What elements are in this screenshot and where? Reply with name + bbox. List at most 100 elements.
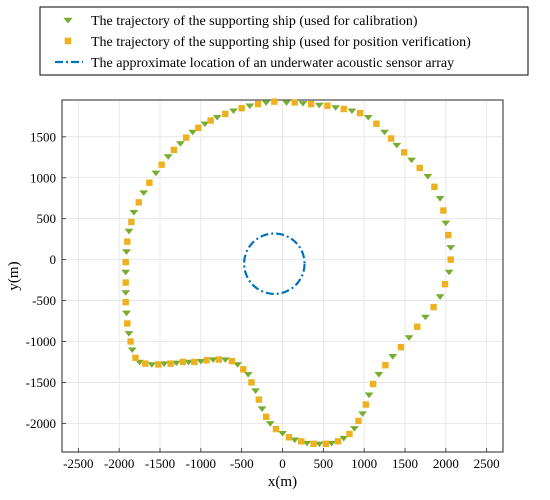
- x-tick-label: 2500: [474, 456, 500, 471]
- verification-point: [122, 298, 129, 306]
- verification-point: [155, 361, 162, 368]
- verification-point: [142, 360, 149, 367]
- calibration-point: [441, 220, 451, 227]
- verification-point: [355, 417, 362, 425]
- verification-point: [334, 438, 342, 445]
- calibration-point: [265, 421, 275, 427]
- calibration-point: [388, 354, 398, 360]
- calibration-point: [444, 269, 454, 276]
- x-tick-label: -2000: [104, 456, 134, 471]
- calibration-point: [364, 392, 374, 399]
- legend-box: [39, 6, 529, 76]
- calibration-point: [147, 362, 157, 368]
- calibration-point: [184, 359, 193, 366]
- x-tick-label: 1000: [351, 456, 377, 471]
- x-tick-label: -2500: [63, 456, 93, 471]
- calibration-point: [278, 430, 287, 437]
- x-axis-label: x(m): [268, 474, 297, 490]
- calibration-point: [121, 290, 131, 296]
- calibration-point: [121, 269, 131, 276]
- calibration-point: [446, 245, 456, 251]
- verification-point: [124, 320, 131, 327]
- calibration-point: [200, 121, 210, 128]
- calibration-point: [163, 154, 173, 160]
- calibration-point: [124, 331, 134, 337]
- verification-point: [373, 120, 380, 127]
- x-tick-label: 2000: [433, 456, 459, 471]
- calibration-point: [229, 108, 238, 115]
- calibration-point: [129, 209, 139, 216]
- x-tick-label: 500: [314, 456, 334, 471]
- verification-point: [195, 124, 202, 132]
- verification-point: [416, 164, 423, 172]
- calibration-point: [314, 102, 324, 109]
- calibration-point: [122, 249, 131, 255]
- verification-point: [222, 110, 229, 118]
- legend-entry-verification: The trajectory of the supporting ship (u…: [64, 35, 471, 50]
- legend-label-verification: The trajectory of the supporting ship (u…: [91, 35, 471, 50]
- x-tick-label: 1500: [392, 456, 418, 471]
- y-tick-label: -1500: [26, 375, 56, 390]
- calibration-point: [407, 157, 416, 164]
- y-tick-label: 1000: [30, 170, 56, 185]
- calibration-point: [435, 294, 445, 300]
- calibration-point: [196, 358, 206, 365]
- calibration-point: [327, 440, 336, 447]
- verification-point: [128, 218, 135, 226]
- legend: The trajectory of the supporting ship (u…: [39, 6, 529, 76]
- verification-point: [132, 354, 139, 362]
- calibration-point: [339, 435, 349, 442]
- y-tick-label: 500: [37, 211, 57, 226]
- calibration-point: [404, 335, 414, 341]
- legend-marker-triangle: [63, 17, 73, 24]
- verification-point: [447, 256, 454, 263]
- legend-label-sensor-array: The approximate location of an underwate…: [91, 56, 454, 71]
- verification-point: [346, 430, 353, 438]
- verification-point: [228, 357, 236, 365]
- calibration-point: [171, 360, 181, 367]
- verification-point: [135, 199, 142, 206]
- calibration-point: [421, 314, 430, 321]
- legend-square-icon: [64, 37, 72, 45]
- legend-entry-calibration: The trajectory of the supporting ship (u…: [63, 14, 418, 29]
- verification-point: [122, 258, 129, 266]
- verification-point: [382, 362, 389, 369]
- verification-point: [254, 100, 262, 108]
- x-tick-label: 0: [279, 456, 286, 471]
- verification-point: [285, 434, 293, 441]
- y-axis-ticks: -2000 -1500 -1000 -500 0 500 1000 1500: [26, 129, 66, 431]
- verification-point: [179, 358, 187, 366]
- calibration-point: [135, 359, 144, 366]
- y-tick-label: -2000: [26, 416, 56, 431]
- legend-entry-sensor-array: The approximate location of an underwate…: [55, 56, 454, 71]
- calibration-point: [233, 362, 242, 368]
- calibration-point: [392, 142, 402, 149]
- data-marks: [121, 98, 456, 448]
- verification-point: [400, 149, 408, 156]
- x-axis-ticks: -2500 -2000 -1500 -1000 -500 0 500 1000 1500 2000…: [63, 448, 500, 471]
- y-tick-label: -500: [32, 293, 56, 308]
- verification-point: [146, 179, 153, 186]
- y-tick-label: -1000: [26, 334, 56, 349]
- sensor-array-circle: [243, 232, 306, 296]
- verification-point: [291, 99, 298, 106]
- calibration-point: [358, 411, 367, 417]
- verification-point: [387, 135, 395, 142]
- verification-point: [248, 379, 255, 386]
- legend-label-calibration: The trajectory of the supporting ship (u…: [91, 14, 418, 29]
- verification-point: [414, 323, 421, 330]
- legend-triangle-icon: [63, 17, 73, 24]
- calibration-point: [245, 103, 255, 110]
- calibration-point: [423, 173, 433, 180]
- verification-point: [262, 413, 270, 420]
- y-tick-label: 0: [50, 252, 57, 267]
- calibration-point: [349, 426, 359, 432]
- verification-point: [167, 360, 174, 367]
- verification-point: [397, 344, 405, 351]
- x-tick-label: -1000: [186, 456, 216, 471]
- x-tick-label: -500: [230, 456, 254, 471]
- calibration-point: [243, 372, 253, 378]
- verification-point: [298, 438, 305, 445]
- verification-point: [340, 105, 347, 113]
